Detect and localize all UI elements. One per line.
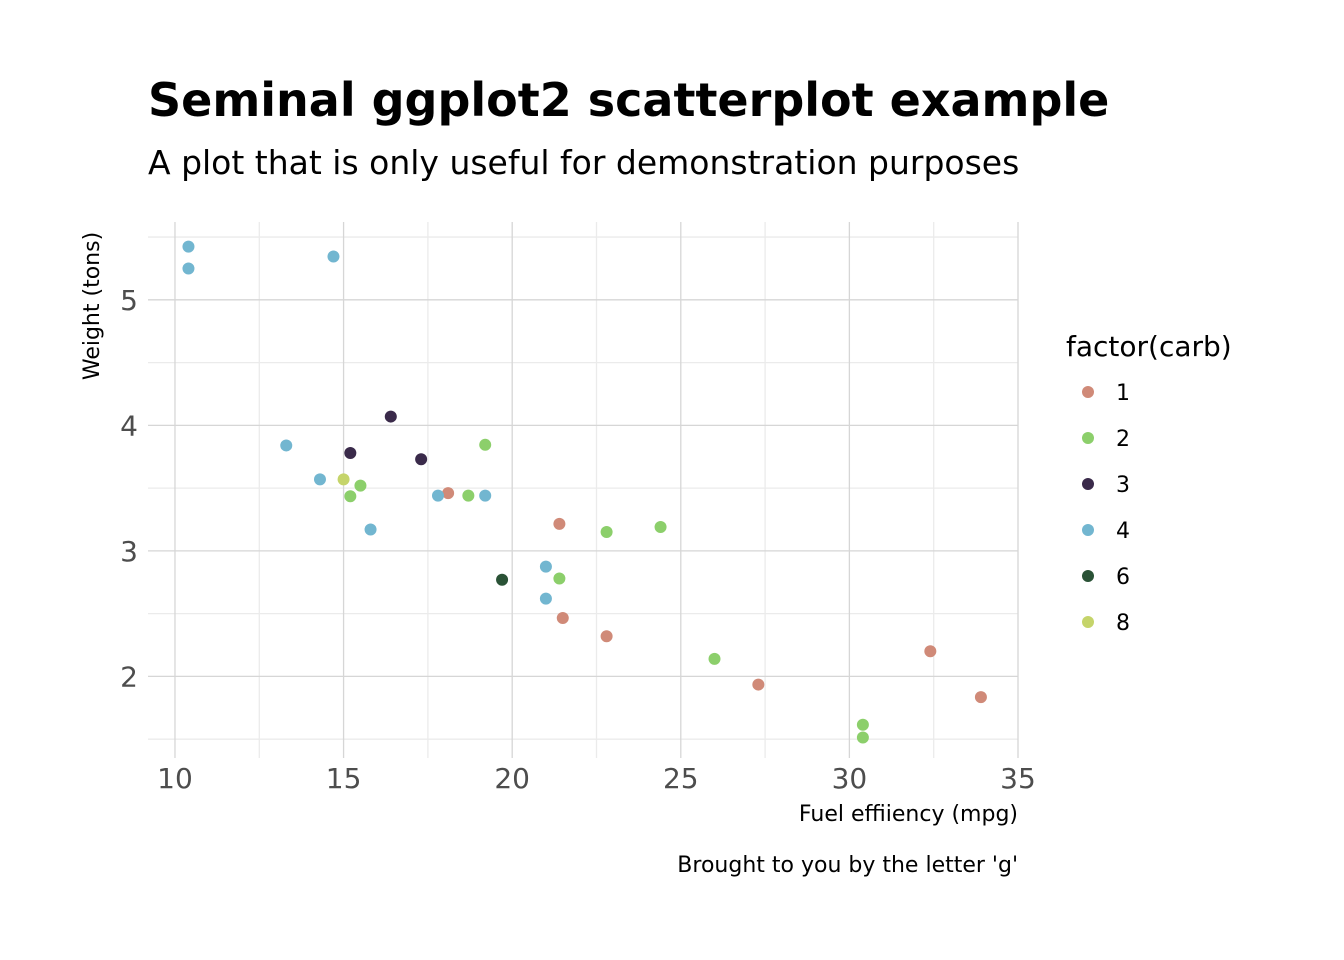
chart-subtitle: A plot that is only useful for demonstra… [148, 143, 1020, 182]
data-point-carb-3 [384, 410, 397, 423]
data-point-carb-4 [327, 250, 340, 263]
major-gridlines [148, 222, 1019, 758]
y-axis-title: Weight (tons) [80, 232, 105, 380]
legend-key-1 [1082, 386, 1094, 398]
chart-caption: Brought to you by the letter 'g' [677, 853, 1018, 878]
y-tick-label: 5 [120, 284, 138, 317]
x-tick-label: 30 [832, 762, 868, 795]
x-tick-label: 35 [1000, 762, 1036, 795]
data-point-carb-2 [354, 479, 367, 492]
data-point-carb-3 [415, 453, 428, 466]
legend: factor(carb) 1 2 3 4 6 8 [1066, 330, 1232, 636]
data-point-carb-1 [442, 487, 455, 500]
data-point-carb-2 [856, 718, 869, 731]
data-point-carb-3 [344, 446, 357, 459]
x-tick-label: 25 [663, 762, 699, 795]
x-axis-ticks: 10 15 20 25 30 35 [157, 762, 1036, 795]
data-point-carb-4 [539, 592, 552, 605]
y-tick-label: 4 [120, 409, 138, 442]
legend-key-3 [1082, 478, 1094, 490]
legend-label-8: 8 [1116, 611, 1130, 636]
legend-key-6 [1082, 570, 1094, 582]
data-point-carb-2 [553, 572, 566, 585]
data-point-carb-4 [182, 240, 195, 253]
x-tick-label: 10 [157, 762, 193, 795]
data-point-carb-2 [654, 521, 667, 534]
data-point-carb-8 [337, 473, 350, 486]
data-point-carb-2 [856, 731, 869, 744]
data-point-carb-4 [479, 489, 492, 502]
data-point-carb-1 [600, 630, 613, 643]
data-point-carb-4 [364, 523, 377, 536]
legend-label-6: 6 [1116, 565, 1130, 590]
data-point-carb-1 [553, 517, 566, 530]
data-point-carb-1 [974, 691, 987, 704]
x-axis-title: Fuel effiiency (mpg) [799, 802, 1018, 827]
y-tick-label: 2 [120, 660, 138, 693]
data-point-carb-4 [313, 473, 326, 486]
y-tick-label: 3 [120, 535, 138, 568]
legend-key-4 [1082, 524, 1094, 536]
x-tick-label: 15 [326, 762, 362, 795]
data-point-carb-1 [924, 645, 937, 658]
data-point-carb-1 [752, 678, 765, 691]
data-point-carb-4 [432, 489, 444, 502]
data-point-carb-4 [539, 560, 552, 573]
data-point-carb-2 [462, 489, 475, 502]
data-point-carb-6 [496, 573, 509, 586]
legend-label-2: 2 [1116, 427, 1130, 452]
legend-key-8 [1082, 616, 1094, 628]
legend-items: 1 2 3 4 6 8 [1082, 381, 1130, 636]
y-axis-ticks: 2 3 4 5 [120, 284, 138, 694]
data-points [182, 240, 987, 744]
minor-gridlines [148, 222, 1018, 758]
chart-title: Seminal ggplot2 scatterplot example [148, 73, 1110, 127]
data-point-carb-2 [344, 490, 357, 503]
legend-label-1: 1 [1116, 381, 1130, 406]
data-point-carb-1 [556, 612, 569, 625]
data-point-carb-4 [182, 262, 195, 275]
data-point-carb-4 [280, 439, 293, 452]
legend-title: factor(carb) [1066, 330, 1232, 363]
x-tick-label: 20 [494, 762, 530, 795]
legend-label-3: 3 [1116, 473, 1130, 498]
data-point-carb-2 [479, 438, 492, 451]
data-point-carb-2 [600, 526, 613, 539]
legend-label-4: 4 [1116, 519, 1130, 544]
legend-key-2 [1082, 432, 1094, 444]
data-point-carb-2 [708, 652, 721, 665]
